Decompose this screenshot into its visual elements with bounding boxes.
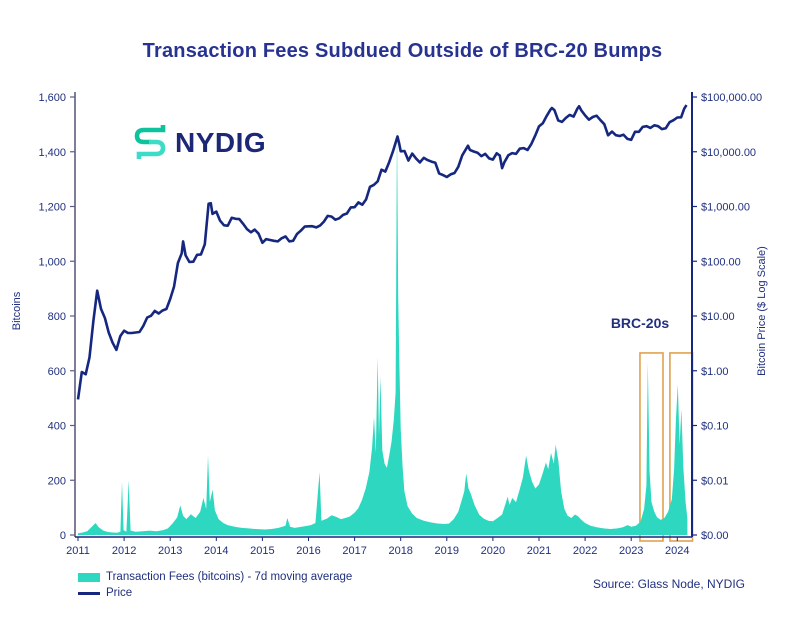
x-tick-label: 2020 xyxy=(481,545,505,557)
x-tick-label: 2019 xyxy=(435,545,459,557)
chart-legend: Transaction Fees (bitcoins) - 7d moving … xyxy=(78,569,352,601)
legend-item-fees: Transaction Fees (bitcoins) - 7d moving … xyxy=(78,569,352,585)
right-tick-label: $100,000.00 xyxy=(701,92,762,104)
left-tick-label: 800 xyxy=(48,311,66,323)
right-axis-title: Bitcoin Price ($ Log Scale) xyxy=(756,246,768,376)
price-swatch-icon xyxy=(78,591,100,595)
page-title: Transaction Fees Subdued Outside of BRC-… xyxy=(142,40,663,62)
right-tick-label: $0.01 xyxy=(701,475,729,487)
price-line-series xyxy=(76,104,688,400)
x-tick-label: 2017 xyxy=(342,545,366,557)
nydig-logo-text: NYDIG xyxy=(175,126,267,158)
left-tick-label: 600 xyxy=(48,366,66,378)
left-tick-label: 1,000 xyxy=(38,256,66,268)
x-tick-label: 2012 xyxy=(112,545,136,557)
x-tick-label: 2021 xyxy=(527,545,551,557)
left-axis-title: Bitcoins xyxy=(11,291,23,331)
right-tick-label: $0.10 xyxy=(701,421,729,433)
x-tick-label: 2024 xyxy=(665,545,689,557)
right-tick-label: $10,000.00 xyxy=(701,147,756,159)
fees-area-series xyxy=(78,124,688,536)
legend-price-label: Price xyxy=(106,587,133,599)
nydig-logo-icon xyxy=(134,125,166,159)
x-tick-label: 2018 xyxy=(388,545,412,557)
left-tick-label: 1,200 xyxy=(38,202,66,214)
legend-fees-label: Transaction Fees (bitcoins) - 7d moving … xyxy=(106,571,353,583)
right-tick-label: $1,000.00 xyxy=(701,202,750,214)
left-tick-label: 0 xyxy=(60,530,66,542)
brc20-highlight-box xyxy=(639,352,664,542)
left-tick-label: 1,400 xyxy=(38,147,66,159)
source-note: Source: Glass Node, NYDIG xyxy=(592,577,745,591)
left-tick-label: 1,600 xyxy=(38,92,66,104)
right-tick-label: $10.00 xyxy=(701,311,735,323)
x-tick-label: 2022 xyxy=(573,545,597,557)
nydig-logo: NYDIG xyxy=(130,122,266,163)
x-tick-label: 2016 xyxy=(296,545,320,557)
x-tick-label: 2013 xyxy=(158,545,182,557)
fees-swatch-icon xyxy=(78,572,100,582)
x-tick-label: 2015 xyxy=(250,545,274,557)
left-tick-label: 200 xyxy=(48,475,66,487)
right-tick-label: $1.00 xyxy=(701,366,729,378)
x-tick-label: 2023 xyxy=(619,545,643,557)
legend-item-price: Price xyxy=(78,585,352,601)
left-tick-label: 400 xyxy=(48,421,66,433)
right-tick-label: $0.00 xyxy=(701,530,729,542)
right-tick-label: $100.00 xyxy=(701,256,741,268)
brc20-annotation: BRC-20s xyxy=(610,315,670,331)
x-tick-label: 2014 xyxy=(204,545,228,557)
x-tick-label: 2011 xyxy=(66,545,90,557)
